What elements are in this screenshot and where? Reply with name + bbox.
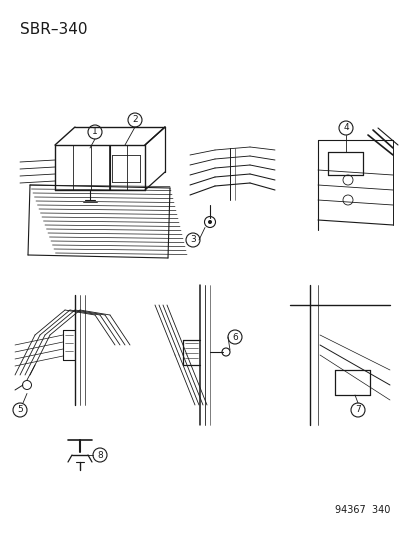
Circle shape (207, 220, 211, 224)
Text: 8: 8 (97, 450, 102, 459)
Text: SBR–340: SBR–340 (20, 22, 87, 37)
Text: 1: 1 (92, 127, 97, 136)
Text: 94367  340: 94367 340 (334, 505, 389, 515)
Text: 3: 3 (190, 236, 195, 245)
Text: 4: 4 (342, 124, 348, 133)
Text: 2: 2 (132, 116, 138, 125)
Text: 7: 7 (354, 406, 360, 415)
Text: 6: 6 (232, 333, 237, 342)
Text: 5: 5 (17, 406, 23, 415)
